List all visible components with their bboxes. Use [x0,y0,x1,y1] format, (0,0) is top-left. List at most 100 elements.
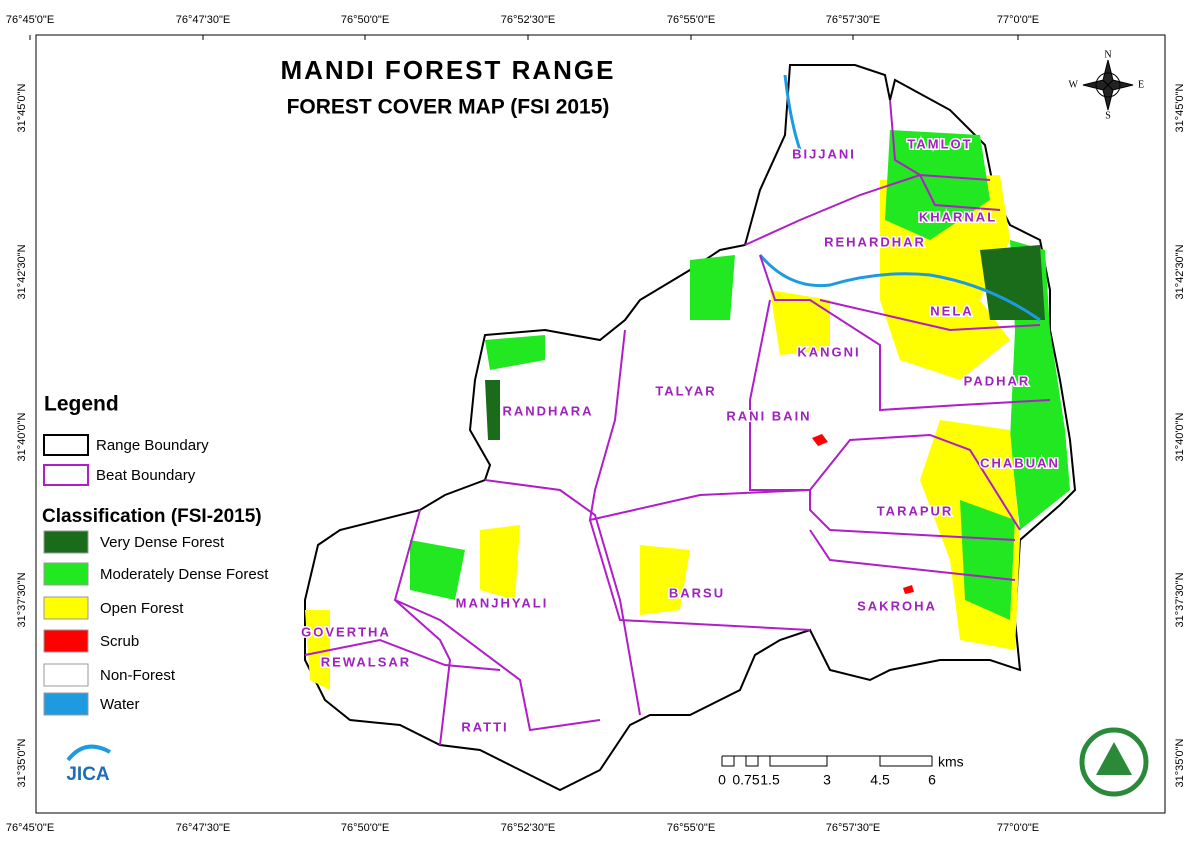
beat-label: TALYAR [655,383,716,398]
beat-label: BARSU [669,585,725,600]
beat-label: REHARDHAR [824,234,926,249]
moderate-forest [485,335,545,370]
beat-line [809,529,1016,581]
legend-class-swatch [43,596,89,620]
map-subtitle: FOREST COVER MAP (FSI 2015) [287,96,610,119]
map-title: MANDI FOREST RANGE [281,55,616,85]
beat-boundaries [304,99,1051,746]
legend-class-label: Water [100,696,139,713]
scrub [903,585,914,594]
latitude-label-left: 31°40'0"N [16,412,28,461]
beat-label: KANGNI [797,344,860,359]
compass-s: S [1105,110,1111,121]
beat-label: TAMLOT [907,136,972,151]
beat-label: RATTI [461,719,508,734]
scale-bar-label: 0.75 [732,772,759,788]
beat-line [744,173,991,246]
latitude-label-left: 31°45'0"N [16,83,28,132]
logo-emblem [1079,727,1149,797]
beat-label: PADHAR [964,373,1031,388]
river [758,74,1041,322]
compass-n: N [1104,49,1111,60]
open-forest [640,545,690,615]
longitude-label-bottom: 76°45'0"E [6,822,54,834]
longitude-label-top: 76°57'30"E [826,14,880,26]
legend-boundary-swatch [43,434,89,456]
beat-label: MANJHYALI [456,595,549,610]
logo-jica: JICA [66,744,111,785]
moderate-forest [960,500,1015,620]
beat-label: KHARNAL [919,209,997,224]
longitude-label-top: 76°50'0"E [341,14,389,26]
scale-bar-label: 4.5 [870,772,890,788]
beat-line [889,99,1001,211]
scrub [812,434,828,446]
latitude-label-left: 31°42'30"N [16,244,28,299]
longitude-label-bottom: 76°50'0"E [341,822,389,834]
legend-class-label: Non-Forest [100,667,176,684]
beat-line [759,254,1051,412]
beat-line [394,599,601,732]
longitude-label-bottom: 76°52'30"E [501,822,555,834]
legend-class-swatch [43,692,89,716]
legend-class-swatch [43,562,89,586]
longitude-label-top: 76°52'30"E [501,14,555,26]
beat-line [819,299,1041,332]
beat-label: TARAPUR [877,503,954,518]
legend-class-swatch [43,530,89,554]
beat-line [588,329,1016,541]
compass-w: W [1069,79,1079,90]
latitude-label-right: 31°35'0"N [1174,738,1186,787]
beat-label: RANI BAIN [726,408,811,423]
compass-ring [1095,72,1121,98]
legend-class-label: Moderately Dense Forest [100,566,269,583]
longitude-label-bottom: 76°55'0"E [667,822,715,834]
compass-rose [1082,59,1134,111]
logo-text: JICA [66,764,110,785]
scale-bar-line [721,755,933,767]
logo-arc [66,744,111,762]
legend-boundary-label: Beat Boundary [96,467,196,484]
scale-bar-unit: kms [938,754,964,770]
legend-boundary-swatch [43,464,89,486]
longitude-label-bottom: 76°47'30"E [176,822,230,834]
moderate-forest [410,540,465,600]
emblem-tree [1096,742,1132,775]
forest-patches [305,74,1070,690]
beat-line [749,299,1021,531]
latitude-label-left: 31°35'0"N [16,738,28,787]
latitude-label-right: 31°37'30"N [1174,572,1186,627]
scale-bar-label: 6 [928,772,936,788]
longitude-label-top: 76°45'0"E [6,14,54,26]
beat-line [484,479,641,716]
scale-bar-label: 3 [823,772,831,788]
legend-class-label: Scrub [100,633,139,650]
longitude-label-top: 77°0'0"E [997,14,1039,26]
beat-label: CHABUAN [980,455,1060,470]
latitude-label-right: 31°45'0"N [1174,83,1186,132]
legend-class-swatch [43,629,89,653]
compass-e: E [1138,79,1144,90]
compass: N S E W [1069,49,1145,121]
beat-label: BIJJANI [792,146,856,161]
beat-label: NELA [930,303,973,318]
moderate-forest [690,255,735,320]
moderate-forest [885,130,990,240]
legend-class-label: Very Dense Forest [100,534,225,551]
beat-label: SAKROHA [857,598,937,613]
legend-class-swatch [43,663,89,687]
scale-bar-label: 1.5 [760,772,780,788]
legend-boundary-label: Range Boundary [96,437,209,454]
scale-bar-label: 0 [718,772,726,788]
open-forest [480,525,520,600]
classification-title: Classification (FSI-2015) [42,506,262,527]
longitude-label-bottom: 76°57'30"E [826,822,880,834]
legend-class-label: Open Forest [100,600,184,617]
latitude-label-left: 31°37'30"N [16,572,28,627]
open-forest [305,610,330,690]
beat-label: REWALSAR [321,654,411,669]
longitude-label-top: 76°55'0"E [667,14,715,26]
very-dense-forest [485,380,500,440]
